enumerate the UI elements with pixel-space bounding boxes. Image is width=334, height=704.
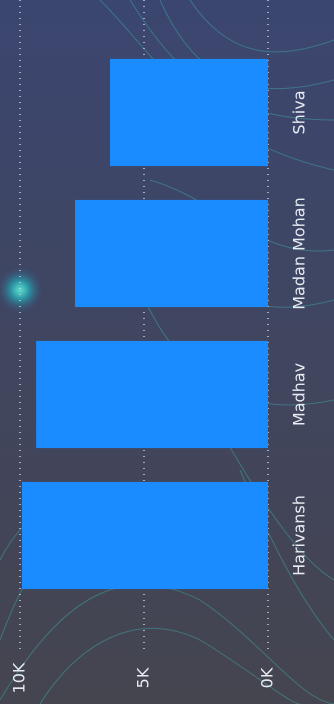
glow bbox=[0, 266, 44, 314]
y-tick-label: 10K bbox=[10, 662, 29, 693]
x-tick-label: Harivansh bbox=[290, 495, 309, 576]
bar bbox=[75, 199, 268, 308]
bar bbox=[110, 58, 268, 167]
y-tick-label: 0K bbox=[258, 667, 277, 688]
bar bbox=[36, 340, 269, 449]
y-tick-label: 5K bbox=[134, 667, 153, 688]
x-tick-label: Shiva bbox=[290, 90, 309, 134]
x-tick-label: Madan Mohan bbox=[290, 197, 309, 309]
x-tick-label: Madhav bbox=[290, 363, 309, 426]
bar bbox=[21, 481, 269, 590]
